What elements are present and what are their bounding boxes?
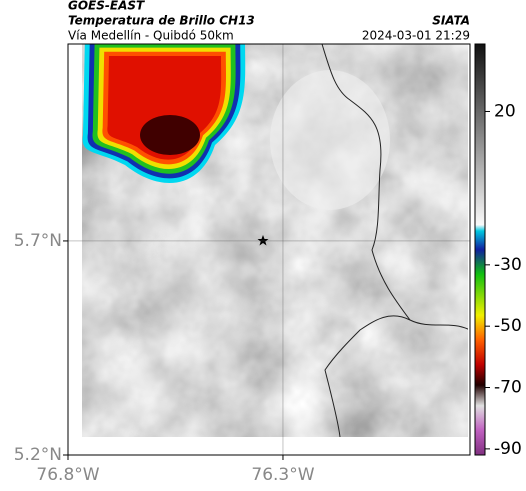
storm-cell [82,44,246,184]
colorbar [474,43,486,456]
border [324,315,411,437]
colorbar-tick-label: -30 [494,255,522,275]
route: Vía Medellín - Quibdó 50km [68,29,234,43]
x-tick-label: 76.8°W [36,465,99,485]
colorbar-tick-label: 20 [494,101,516,121]
x-tick-label: 76.3°W [251,465,314,485]
imagery [82,44,468,437]
bright-area [270,70,390,210]
title: GOES-EAST [68,0,145,13]
colorbar-tick-label: -70 [494,378,522,398]
y-tick-label: 5.7°N [14,231,62,251]
colorbar-tick-label: -90 [494,439,522,459]
source: SIATA [432,14,470,28]
datetime: 2024-03-01 21:29 [362,29,470,43]
location-star [257,235,269,246]
y-tick-label: 5.2°N [14,445,62,465]
colorbar-tick-label: -50 [494,316,522,336]
subtitle: Temperatura de Brillo CH13 [68,14,255,28]
map-frame [67,43,471,456]
border [321,44,468,330]
